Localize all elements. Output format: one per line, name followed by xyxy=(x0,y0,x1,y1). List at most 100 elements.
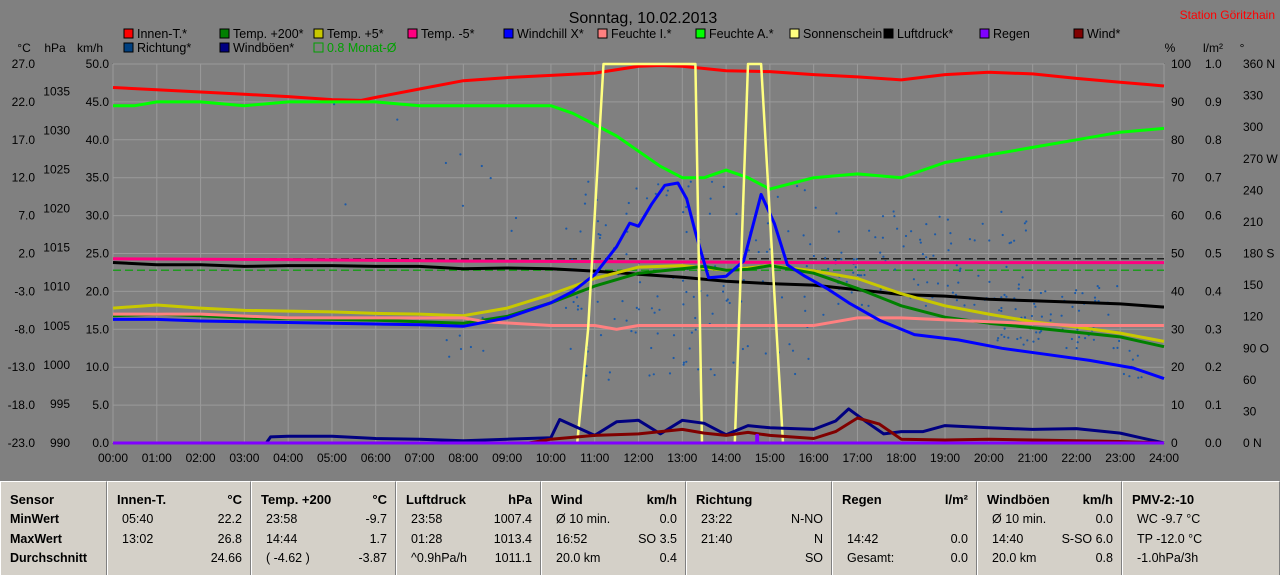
panel-cell-value: 1011.1 xyxy=(494,551,532,565)
legend-swatch xyxy=(123,28,134,39)
direction-point xyxy=(968,238,972,241)
legend-label: Wind* xyxy=(1087,27,1120,41)
panel-header: Wind xyxy=(551,492,583,507)
direction-point xyxy=(1137,376,1140,379)
direction-point xyxy=(1005,295,1008,298)
chart-series xyxy=(112,62,1165,445)
panel-cell-label: Ø 10 min. xyxy=(556,512,611,526)
panel-cell-value: 22.2 xyxy=(217,512,242,526)
direction-point xyxy=(598,236,602,240)
direction-point xyxy=(893,268,897,271)
direction-point xyxy=(958,269,961,273)
direction-point xyxy=(787,230,790,233)
axis-tick-label: 10.0 xyxy=(86,360,110,374)
direction-point xyxy=(741,347,745,351)
direction-point xyxy=(722,290,725,293)
series-line xyxy=(112,264,1165,343)
axis-tick-label: 1015 xyxy=(43,241,70,255)
direction-point xyxy=(850,291,853,294)
direction-point xyxy=(1025,220,1028,223)
direction-point xyxy=(796,185,799,188)
direction-point xyxy=(1074,291,1077,295)
direction-point xyxy=(1061,295,1064,298)
direction-point xyxy=(448,355,451,358)
axis-tick-label: 25.0 xyxy=(86,247,110,261)
axis-tick-label: -13.0 xyxy=(8,360,36,374)
direction-point xyxy=(1112,347,1115,350)
direction-point xyxy=(804,309,807,312)
axis-tick-label: 100 xyxy=(1171,57,1191,71)
direction-point xyxy=(955,299,959,302)
panel-header: Luftdruck xyxy=(406,492,466,507)
series-line xyxy=(113,433,1164,445)
panel-cell-value: 1013.4 xyxy=(493,531,532,546)
direction-point xyxy=(1096,285,1099,288)
panel-cell-value: S-SO 6.0 xyxy=(1061,531,1113,546)
axis-tick-label: 1005 xyxy=(43,319,70,333)
panel-cell-label: MaxWert xyxy=(10,531,62,546)
direction-point xyxy=(867,304,870,307)
direction-point xyxy=(840,251,843,254)
direction-point xyxy=(682,363,685,366)
station-name: Station Göritzhain xyxy=(1180,8,1275,22)
direction-point xyxy=(1076,328,1079,331)
axis-tick-label: -8.0 xyxy=(14,322,35,336)
series-line xyxy=(113,100,1165,191)
panel-header: PMV-2:-10 xyxy=(1132,492,1195,507)
direction-point xyxy=(1065,346,1068,350)
series-line xyxy=(112,64,1165,102)
stats-panel-innen: Innen-T. °C 05:40 22.2 13:02 26.8 24.66 xyxy=(107,481,251,575)
direction-point xyxy=(607,378,610,381)
panel-header: Regen xyxy=(842,492,882,507)
panel-cell-value: 1.7 xyxy=(369,531,387,546)
x-tick-label: 15:00 xyxy=(755,451,785,465)
direction-point xyxy=(912,278,916,281)
direction-point xyxy=(697,368,700,371)
direction-point xyxy=(957,281,960,284)
panel-cell-value: 0.8 xyxy=(1095,551,1113,565)
direction-point xyxy=(459,347,463,351)
direction-point xyxy=(658,308,661,311)
axis-tick-label: 0 xyxy=(1171,436,1178,450)
direction-point xyxy=(910,230,913,233)
direction-point xyxy=(657,183,660,186)
legend-label: Feuchte A.* xyxy=(709,27,774,41)
legend-label: Luftdruck* xyxy=(897,27,953,41)
direction-point xyxy=(1035,331,1038,334)
axis-tick-label: 0.2 xyxy=(1205,360,1222,374)
x-tick-label: 17:00 xyxy=(842,451,872,465)
direction-point xyxy=(576,308,580,311)
direction-point xyxy=(996,339,999,342)
direction-point xyxy=(510,229,513,232)
panel-cell-label: ^0.9hPa/h xyxy=(411,551,467,565)
direction-point xyxy=(981,222,984,225)
legend-label: Innen-T.* xyxy=(137,27,187,41)
direction-point xyxy=(732,361,735,364)
series-line xyxy=(113,312,1164,331)
direction-point xyxy=(1024,229,1027,232)
direction-point xyxy=(1026,339,1029,342)
panel-unit: °C xyxy=(372,492,387,507)
axis-tick-label: 40.0 xyxy=(86,133,110,147)
panel-cell-value: 0.0 xyxy=(950,551,968,565)
stats-panel-wind: Wind km/h Ø 10 min. 0.0 16:52 SO 3.5 20.0 km 0.… xyxy=(541,481,686,575)
direction-point xyxy=(1003,327,1006,330)
direction-point xyxy=(672,334,676,337)
direction-point xyxy=(692,295,695,298)
direction-point xyxy=(596,220,600,223)
direction-point xyxy=(917,283,920,286)
direction-point xyxy=(1016,337,1019,341)
stats-panel-pmv: PMV-2:-10 WC -9.7 °C TP -12.0 °C -1.0hPa/3h xyxy=(1122,481,1280,575)
panel-cell-label: WC -9.7 °C xyxy=(1137,512,1201,526)
axis-tick-label: 80 xyxy=(1171,133,1185,147)
stats-panel-richtung: Richtung 23:22 N-NO 21:40 N SO xyxy=(686,481,832,575)
panel-cell-label: Durchschnitt xyxy=(10,551,88,565)
direction-point xyxy=(728,301,731,305)
direction-point xyxy=(580,307,583,310)
direction-point xyxy=(1075,289,1078,292)
legend-label: Feuchte I.* xyxy=(611,27,672,41)
direction-point xyxy=(1075,347,1078,350)
direction-point xyxy=(802,234,805,237)
direction-point xyxy=(630,330,633,333)
axis-tick-label: 35.0 xyxy=(86,171,110,185)
